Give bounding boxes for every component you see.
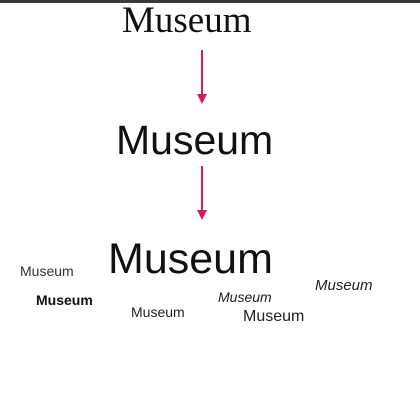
word-sans-big: Museum — [108, 235, 273, 283]
arrow-down-1 — [197, 50, 207, 104]
word-italic-center: Museum — [218, 289, 272, 305]
word-small-center: Museum — [131, 304, 185, 320]
word-small-right: Museum — [243, 308, 305, 325]
arrow-down-2 — [197, 166, 207, 220]
word-sans-mid: Museum — [116, 117, 274, 163]
word-serif-top: Museum — [122, 0, 252, 41]
word-italic-right: Museum — [315, 277, 373, 294]
word-small-left: Museum — [20, 263, 74, 279]
word-small-bold: Museum — [36, 292, 93, 308]
window-top-border — [0, 0, 420, 3]
